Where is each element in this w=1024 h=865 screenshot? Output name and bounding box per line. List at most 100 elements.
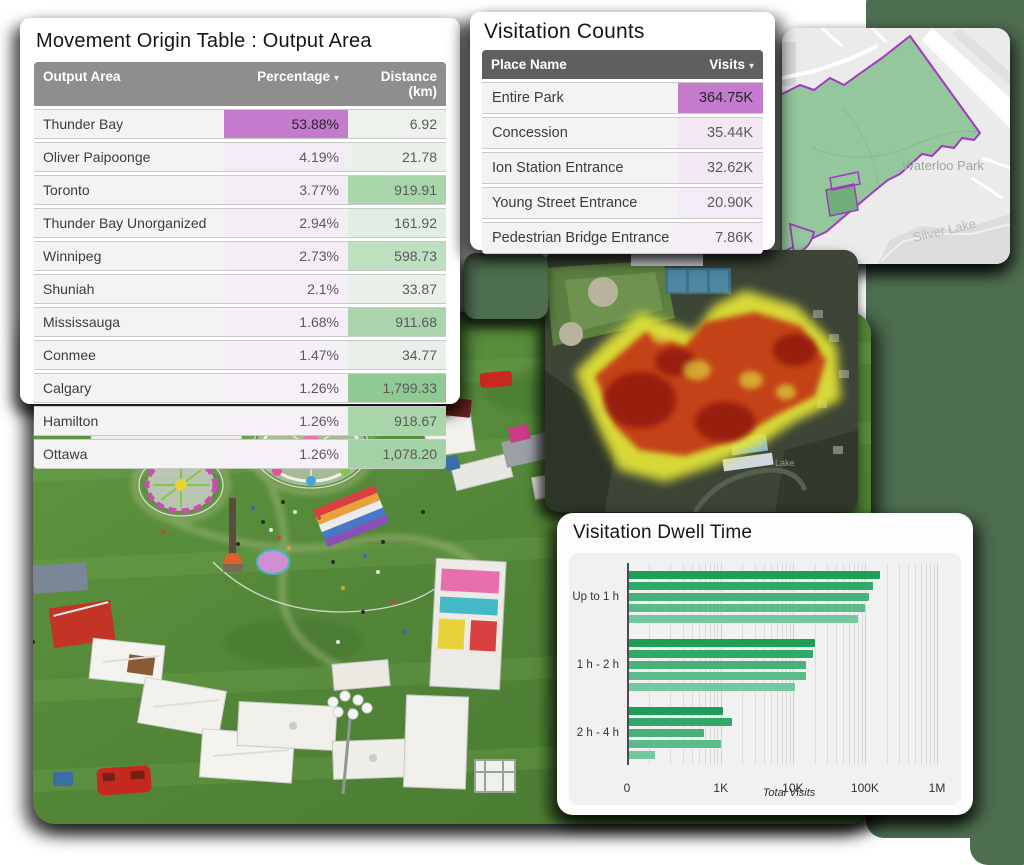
table-row[interactable]: Ottawa 1.26% 1,078.20 xyxy=(34,439,446,469)
table-row[interactable]: Ion Station Entrance 32.62K xyxy=(482,152,763,184)
bar xyxy=(629,729,705,737)
table-row[interactable]: Toronto 3.77% 919.91 xyxy=(34,175,446,205)
table-row[interactable]: Hamilton 1.26% 918.67 xyxy=(34,406,446,436)
kiddie-ride xyxy=(256,549,290,575)
visits-cell: 20.90K xyxy=(678,187,763,219)
percentage-cell: 1.47% xyxy=(224,340,348,370)
distance-cell: 1,799.33 xyxy=(348,373,446,403)
gridline xyxy=(827,563,829,765)
distance-cell: 598.73 xyxy=(348,241,446,271)
basemap: Waterloo Park Silver Lake xyxy=(782,28,1010,264)
area-cell: Oliver Paipoonge xyxy=(34,142,224,172)
sort-desc-icon: ▾ xyxy=(333,73,339,84)
bar xyxy=(629,582,873,590)
x-tick-label: 100K xyxy=(850,781,879,795)
bar xyxy=(629,639,815,647)
bar xyxy=(629,718,733,726)
percentage-cell: 1.68% xyxy=(224,307,348,337)
area-cell: Thunder Bay Unorganized xyxy=(34,208,224,238)
table-row[interactable]: Concession 35.44K xyxy=(482,117,763,149)
funhouse-trailer xyxy=(429,557,507,691)
drop-tower-ride xyxy=(223,498,243,572)
percentage-cell: 2.94% xyxy=(224,208,348,238)
place-cell: Entire Park xyxy=(482,82,678,114)
gridline xyxy=(930,563,931,765)
header-distance[interactable]: Distance (km) xyxy=(380,69,437,99)
gridline xyxy=(908,563,910,765)
percentage-cell: 53.88% xyxy=(224,109,348,139)
x-tick-label: 0 xyxy=(623,781,631,795)
gridline xyxy=(848,563,850,765)
header-percentage[interactable]: Percentage ▾ xyxy=(257,69,339,84)
sort-desc-icon: ▾ xyxy=(748,61,754,72)
header-place-name[interactable]: Place Name xyxy=(491,57,567,72)
bar xyxy=(629,604,866,612)
bar xyxy=(629,615,859,623)
tent-cluster xyxy=(33,562,296,784)
table-row[interactable]: Conmee 1.47% 34.77 xyxy=(34,340,446,370)
visits-cell: 32.62K xyxy=(678,152,763,184)
table-row[interactable]: Mississauga 1.68% 911.68 xyxy=(34,307,446,337)
header-output-area[interactable]: Output Area xyxy=(43,69,121,84)
x-tick-label: 10K xyxy=(782,781,804,795)
table-row[interactable]: Calgary 1.26% 1,799.33 xyxy=(34,373,446,403)
table-row[interactable]: Young Street Entrance 20.90K xyxy=(482,187,763,219)
green-backdrop-corner xyxy=(970,420,1024,865)
gridline xyxy=(915,563,917,765)
percentage-cell: 1.26% xyxy=(224,373,348,403)
place-cell: Concession xyxy=(482,117,678,149)
distance-cell: 919.91 xyxy=(348,175,446,205)
dwell-time-title: Visitation Dwell Time xyxy=(573,522,753,543)
x-tick-label: 1M xyxy=(928,781,946,795)
heatmap-card[interactable]: Lake xyxy=(545,250,858,512)
gridline xyxy=(857,563,859,765)
gridline xyxy=(899,563,901,765)
gridline xyxy=(925,563,927,765)
x-axis-label: Total Visits xyxy=(762,787,816,799)
movement-origin-card: Movement Origin Table : Output Area Outp… xyxy=(20,18,460,469)
movement-table-header: Output Area Percentage ▾ Distance (km) xyxy=(34,62,446,106)
area-cell: Toronto xyxy=(34,175,224,205)
park-subzone xyxy=(825,183,859,217)
visits-cell: 364.75K xyxy=(678,82,763,114)
group-label: 2 h - 4 h xyxy=(576,727,619,739)
movement-origin-title: Movement Origin Table : Output Area xyxy=(36,30,372,52)
area-cell: Shuniah xyxy=(34,274,224,304)
distance-cell: 161.92 xyxy=(348,208,446,238)
table-row[interactable]: Thunder Bay 53.88% 6.92 xyxy=(34,109,446,139)
place-cell: Pedestrian Bridge Entrance xyxy=(482,222,678,254)
slide-ride xyxy=(312,485,390,548)
distance-cell: 33.87 xyxy=(348,274,446,304)
gridline xyxy=(933,563,935,765)
area-cell: Conmee xyxy=(34,340,224,370)
table-row[interactable]: Shuniah 2.1% 33.87 xyxy=(34,274,446,304)
place-cell: Ion Station Entrance xyxy=(482,152,678,184)
map-card[interactable]: Waterloo Park Silver Lake xyxy=(782,28,1010,264)
distance-cell: 21.78 xyxy=(348,142,446,172)
heat-overlay xyxy=(575,290,841,482)
movement-origin-table: Output Area Percentage ▾ Distance (km) Th… xyxy=(34,62,446,469)
bar xyxy=(629,661,807,669)
gridline xyxy=(853,563,855,765)
satellite-label-lake: Lake xyxy=(775,458,795,468)
table-row[interactable]: Entire Park 364.75K xyxy=(482,82,763,114)
bar xyxy=(629,593,870,601)
table-row[interactable]: Oliver Paipoonge 4.19% 21.78 xyxy=(34,142,446,172)
percentage-cell: 2.73% xyxy=(224,241,348,271)
gridline xyxy=(814,563,816,765)
area-cell: Mississauga xyxy=(34,307,224,337)
gridline xyxy=(861,563,863,765)
group-label: Up to 1 h xyxy=(572,591,619,603)
group-label: 1 h - 2 h xyxy=(576,659,619,671)
table-row[interactable]: Thunder Bay Unorganized 2.94% 161.92 xyxy=(34,208,446,238)
visits-cell: 7.86K xyxy=(678,222,763,254)
trailer-cluster xyxy=(236,659,470,790)
silver-lake-shape xyxy=(878,214,1010,264)
visitation-counts-card: Visitation Counts Place Name Visits ▾ Ent… xyxy=(470,12,775,254)
visitation-counts-table: Place Name Visits ▾ Entire Park 364.75K Con… xyxy=(482,50,763,254)
header-visits[interactable]: Visits ▾ xyxy=(709,57,754,72)
table-row[interactable]: Pedestrian Bridge Entrance 7.86K xyxy=(482,222,763,254)
y-axis-line xyxy=(627,563,629,765)
table-row[interactable]: Winnipeg 2.73% 598.73 xyxy=(34,241,446,271)
